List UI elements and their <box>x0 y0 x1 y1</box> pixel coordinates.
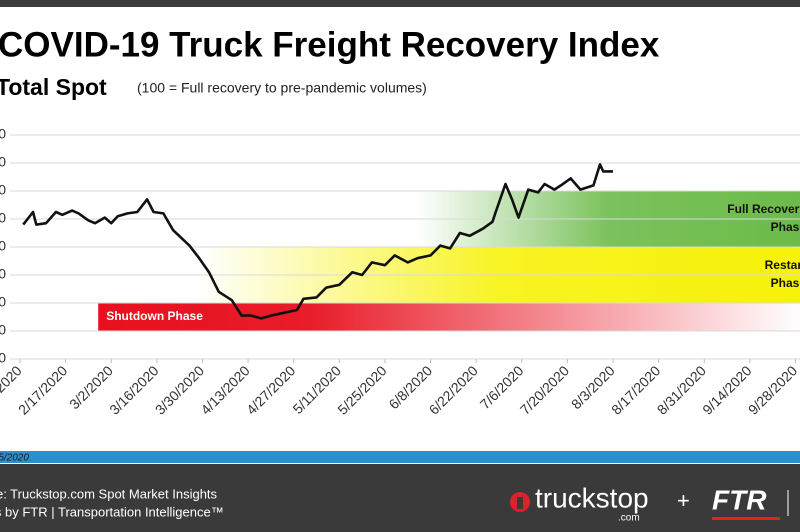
ftr-underline <box>712 517 780 520</box>
subtitle: Total Spot <box>0 74 107 100</box>
y-tick-label: 140 <box>0 154 6 170</box>
plus: + <box>677 488 690 513</box>
chart-title: COVID-19 Truck Freight Recovery Index <box>0 25 660 64</box>
y-tick-label: 20 <box>0 322 6 338</box>
y-tick-label: 120 <box>0 182 6 198</box>
subtitle-note: (100 = Full recovery to pre-pandemic vol… <box>137 80 427 96</box>
line <box>22 163 614 320</box>
phase-label: Phase <box>771 220 800 234</box>
logo-truckstop: truckstop <box>535 482 649 513</box>
footer <box>0 464 800 532</box>
source: Source: Truckstop.com Spot Market Insigh… <box>0 486 218 501</box>
y-tick-label: 80 <box>0 238 6 254</box>
logo-ftr: FTR <box>712 484 767 515</box>
phase-label: Shutdown Phase <box>106 309 203 323</box>
y-tick-label: 100 <box>0 210 6 226</box>
phase-label: Full Recovery <box>727 202 800 216</box>
y-tick-label: 40 <box>0 294 6 310</box>
top-bar <box>0 0 800 7</box>
y-tick-label: 160 <box>0 126 6 142</box>
phase-label: Phase <box>771 276 800 290</box>
phase-band <box>98 303 800 331</box>
date: 8/5/2020 <box>0 453 29 464</box>
analysis: Analysis by FTR | Transportation Intelli… <box>0 504 224 519</box>
logo-truckstop-sub: .com <box>618 513 640 524</box>
phase-label: Restart <box>765 258 800 272</box>
y-tick-label: 0 <box>0 350 6 366</box>
y-tick-label: 60 <box>0 266 6 282</box>
date-strip <box>0 451 800 463</box>
truckstop-icon-mark <box>517 497 523 509</box>
